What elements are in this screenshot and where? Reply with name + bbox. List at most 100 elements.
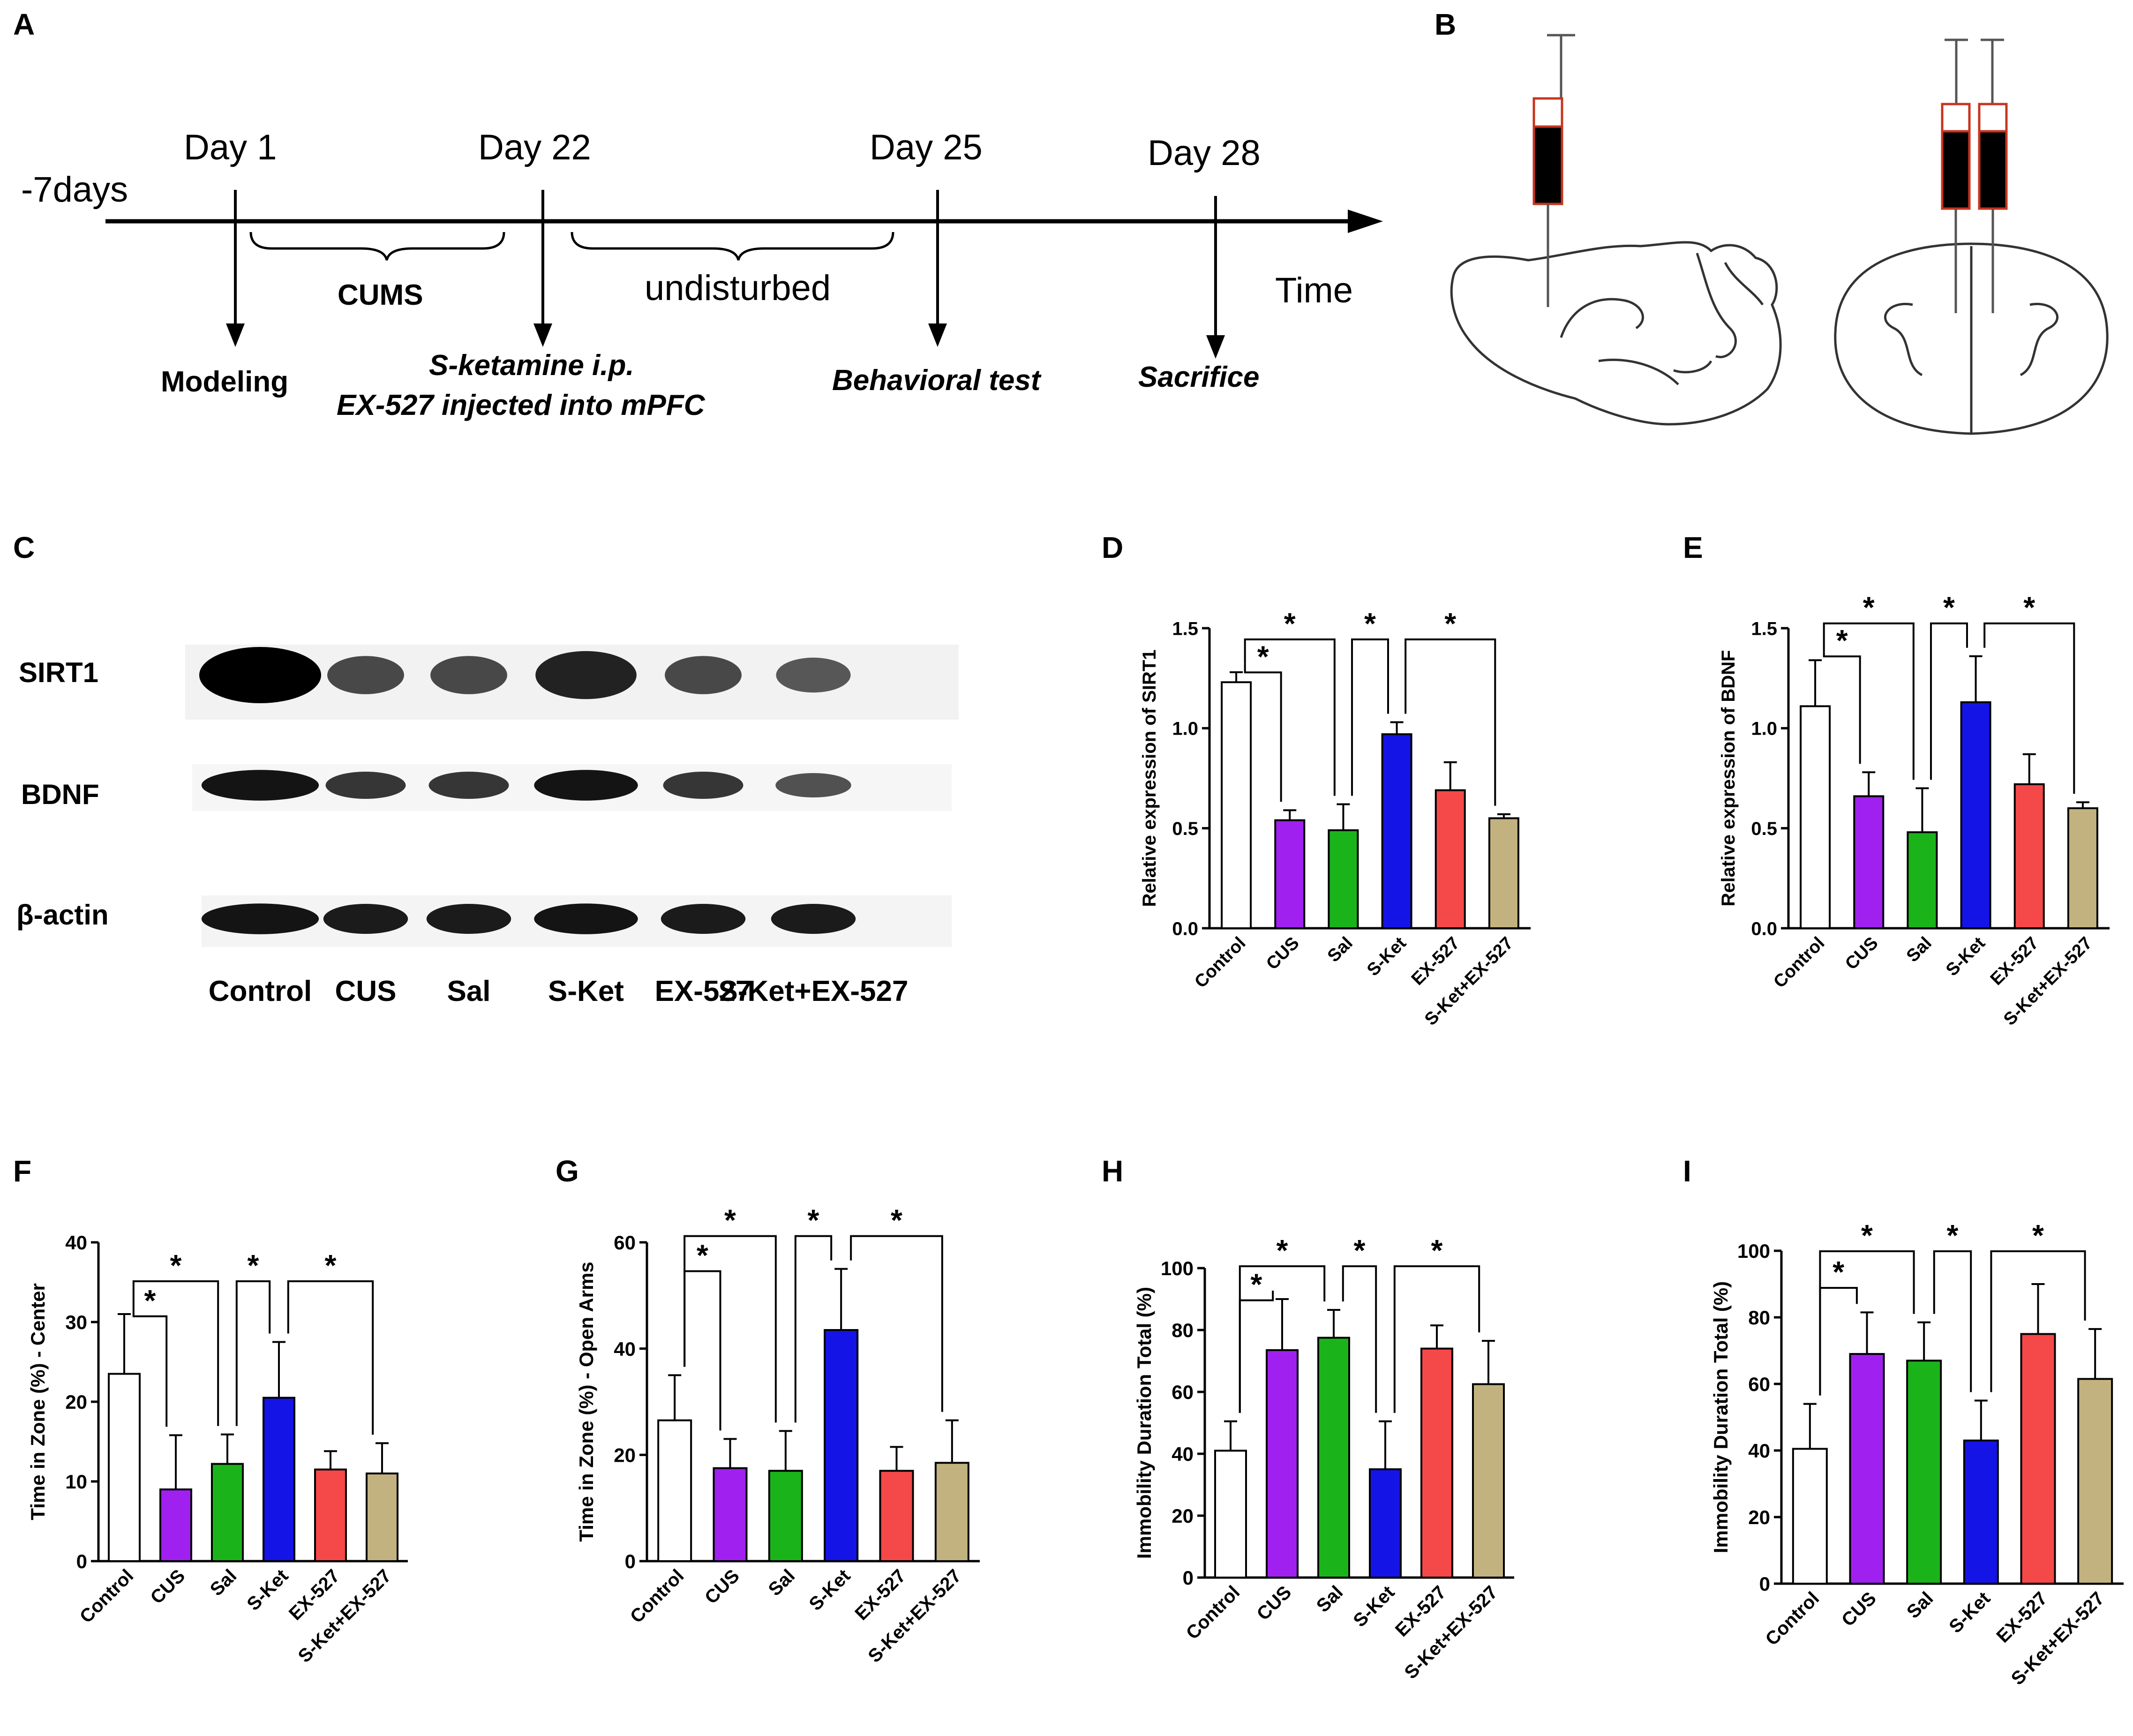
bar-s-ket-ex-527 — [934, 1462, 969, 1562]
significance-bracket — [850, 1235, 943, 1412]
event-behavioral: Behavioral test — [832, 364, 1042, 397]
y-axis-label: Relative expression of BDNF — [1718, 650, 1739, 907]
bar-control — [1800, 705, 1831, 930]
bar-ex-527 — [879, 1470, 914, 1562]
y-tick-label: 20 — [65, 1391, 87, 1413]
coronal-ventricle-left — [1884, 303, 1923, 376]
blot-lane-label: CUS — [335, 975, 397, 1007]
bar-s-ket — [1381, 733, 1412, 929]
x-tick-label: S-Ket — [243, 1565, 292, 1615]
blot-band-sirt1-lane-4 — [535, 651, 637, 699]
bar-control — [1221, 681, 1252, 929]
bar-s-ket — [263, 1397, 295, 1562]
y-tick-label: 20 — [614, 1444, 636, 1466]
bar-s-ket-ex-527 — [2077, 1378, 2113, 1585]
panel-letter-f: F — [13, 1154, 31, 1188]
sagittal-brain-inner-2 — [1696, 253, 1737, 358]
y-tick-label: 60 — [1172, 1381, 1194, 1403]
significance-star: * — [891, 1203, 902, 1237]
chart-panel-f: 0 10 20 30 40 Time in Zone (%) - Center Contro… — [27, 1232, 408, 1667]
bar-cus — [1274, 819, 1306, 929]
x-tick-label: S-Ket — [805, 1565, 855, 1615]
bar-ex-527 — [314, 1468, 347, 1562]
sagittal-brain-inner-5 — [1598, 359, 1679, 385]
x-tick-label: CUS — [147, 1565, 189, 1608]
significance-star: * — [248, 1248, 259, 1282]
y-tick-label: 0.5 — [1172, 819, 1198, 839]
bar-sal — [1328, 829, 1359, 930]
significance-star: * — [1431, 1233, 1443, 1267]
blot-band-sirt1-lane-6 — [776, 657, 851, 693]
significance-bracket — [1933, 1250, 1972, 1392]
blot-band-bdnf-lane-1 — [201, 770, 319, 801]
blot-band-sirt1-lane-3 — [430, 656, 507, 694]
x-tick-label: S-Ket — [1349, 1582, 1398, 1631]
sagittal-brain-inner-1 — [1560, 298, 1644, 338]
y-tick-label: 0.5 — [1751, 819, 1777, 839]
y-tick-label: 60 — [614, 1232, 636, 1254]
day-label-28: Day 28 — [1148, 133, 1261, 173]
bar-ex-527 — [1435, 789, 1466, 929]
significance-bracket — [1351, 638, 1389, 796]
bar-s-ket — [824, 1329, 859, 1562]
bar-sal — [1906, 1360, 1942, 1585]
x-tick-label: S-Ket — [1942, 933, 1989, 980]
significance-bracket — [1244, 638, 1336, 796]
bar-control — [657, 1419, 692, 1563]
chart-panel-h: 0 20 40 60 80 100 Immobility Duration Total (%… — [1133, 1233, 1514, 1683]
panel-letter-a: A — [13, 8, 35, 41]
significance-star: * — [1354, 1233, 1366, 1267]
day-label-1: Day 1 — [184, 128, 277, 167]
bar-ex-527 — [2013, 783, 2045, 930]
blot-band-bdnf-lane-2 — [325, 772, 406, 799]
panel-letter-d: D — [1102, 531, 1123, 564]
significance-bracket — [1404, 638, 1496, 806]
x-tick-label: Control — [76, 1565, 138, 1627]
y-tick-label: 1.0 — [1172, 719, 1198, 739]
bar-sal — [211, 1463, 244, 1563]
x-tick-label: Control — [1770, 933, 1828, 992]
significance-bracket — [683, 1270, 721, 1431]
bar-cus — [159, 1488, 192, 1562]
significance-star: * — [1861, 1218, 1873, 1252]
y-axis-label: Immobility Duration Total (%) — [1710, 1281, 1732, 1553]
panel-letter-h: H — [1102, 1154, 1123, 1188]
chart-panel-g: 0 20 40 60 Time in Zone (%) - Open Arms Contr… — [575, 1203, 980, 1667]
bar-control — [108, 1373, 141, 1562]
x-tick-label: Sal — [765, 1565, 799, 1600]
significance-bracket — [794, 1235, 833, 1423]
significance-star: * — [1833, 1255, 1844, 1289]
y-tick-label: 20 — [1172, 1505, 1194, 1527]
blot-label-actin: β-actin — [16, 899, 109, 931]
day-arrow-28 — [1206, 196, 1225, 359]
y-tick-label: 1.0 — [1751, 719, 1777, 739]
significance-star: * — [1277, 1233, 1288, 1267]
x-tick-label: Sal — [1313, 1582, 1347, 1616]
significance-bracket — [1244, 663, 1282, 802]
significance-bracket — [1990, 1250, 2086, 1392]
pre-day-label: -7days — [21, 170, 128, 210]
significance-bracket — [1930, 622, 1968, 780]
blot-band-sirt1-lane-1 — [199, 647, 321, 703]
blot-label-sirt1: SIRT1 — [19, 657, 98, 688]
significance-star: * — [144, 1284, 156, 1317]
bar-cus — [1853, 795, 1885, 930]
panel-letter-b: B — [1435, 8, 1456, 41]
significance-bracket — [1393, 1265, 1480, 1413]
y-tick-label: 100 — [1737, 1240, 1770, 1262]
significance-star: * — [1444, 607, 1456, 640]
bar-sal — [1317, 1337, 1350, 1578]
y-tick-label: 1.5 — [1751, 618, 1777, 639]
bar-control — [1214, 1450, 1247, 1578]
significance-bracket — [132, 1306, 168, 1427]
bar-cus — [713, 1467, 748, 1563]
coronal-ventricle-right — [2020, 303, 2058, 376]
significance-star: * — [1251, 1268, 1262, 1301]
y-axis-label: Immobility Duration Total (%) — [1133, 1287, 1155, 1559]
blot-band-sirt1-lane-5 — [665, 656, 742, 694]
significance-bracket — [235, 1280, 271, 1426]
y-tick-label: 40 — [1172, 1443, 1194, 1465]
y-tick-label: 40 — [65, 1232, 87, 1254]
